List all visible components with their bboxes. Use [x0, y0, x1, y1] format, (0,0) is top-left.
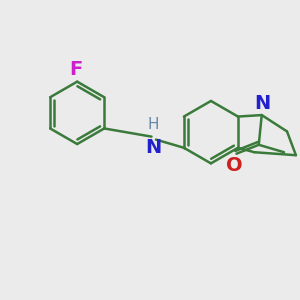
Text: O: O [226, 156, 242, 175]
Text: N: N [254, 94, 271, 113]
Text: F: F [69, 60, 82, 79]
Text: H: H [147, 117, 159, 132]
Text: N: N [145, 138, 161, 157]
